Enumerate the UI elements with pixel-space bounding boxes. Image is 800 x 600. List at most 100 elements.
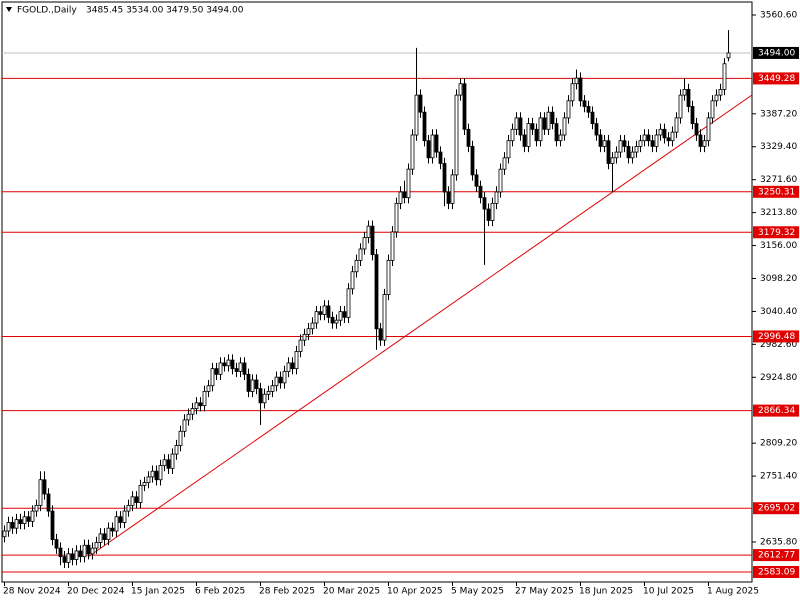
candle-body [506,140,511,159]
candle-body [662,128,667,139]
candle-body [150,470,155,478]
candle-body [430,134,435,159]
level-label: 2695.02 [758,504,795,514]
x-tick-label: 20 Dec 2024 [67,587,125,597]
candle-body [226,359,231,367]
candle-body [78,550,83,558]
level-label-box [753,72,799,85]
candle-body [426,140,431,159]
candle-body [522,134,527,147]
candle-body [266,391,271,395]
y-tick-label: 3213.80 [760,208,797,218]
candle-body [718,89,723,96]
candle-body [570,83,575,102]
candle-body [630,151,635,159]
candle-body [302,334,307,341]
candle-body [602,140,607,147]
candle-body [646,134,651,142]
candle-body [474,174,479,187]
candle-body [298,339,303,352]
y-tick-label: 3271.60 [760,175,797,185]
candle-body [154,470,159,481]
candle-body [326,305,331,318]
candle-body [578,77,583,102]
candle-body [262,393,267,404]
candle-body [558,134,563,142]
level-label-box [753,185,799,198]
y-tick-label: 2982.60 [760,340,797,350]
x-tick-label: 20 Mar 2025 [323,587,380,597]
candle-body [574,77,579,85]
candle-body [510,128,515,142]
candle-body [2,530,7,538]
candle-body [218,362,223,375]
candle-body [258,388,263,404]
candle-body [374,254,379,330]
candle-body [462,83,467,130]
candle-body [238,362,243,372]
candle-body [682,89,687,96]
trendline [87,94,753,558]
candle-body [114,516,119,532]
candle-body [86,544,91,555]
level-label: 3179.32 [758,228,795,238]
level-label-box [753,565,799,578]
candle-body [594,123,599,136]
x-tick-label: 15 Jan 2025 [131,587,185,597]
candle-body [366,225,371,238]
y-tick-label: 3040.40 [760,307,797,317]
candle-body [230,359,235,370]
candle-body [190,408,195,415]
candle-body [678,94,683,119]
header-values: 3485.45 3534.00 3479.50 3494.00 [86,6,244,16]
candle-body [342,311,347,318]
candle-body [282,371,287,384]
candle-body [66,553,71,563]
y-tick-label: 3387.20 [760,109,797,119]
level-label: 2612.77 [758,551,795,561]
candle-body [62,556,67,563]
candle-body [90,547,95,555]
y-tick-label: 2635.80 [760,537,797,547]
level-label: 2996.48 [758,332,795,342]
candle-body [334,319,339,324]
candle-body [50,510,55,540]
menu-icon [6,7,12,12]
y-tick-label: 2751.40 [760,472,797,482]
candle-body [130,496,135,506]
x-tick-label: 5 May 2025 [451,587,504,597]
candle-body [714,94,719,102]
candle-body [94,542,99,549]
y-tick-label: 3329.40 [760,142,797,152]
x-tick-label: 10 Jul 2025 [643,587,694,597]
candle-body [158,465,163,481]
y-tick-label: 3098.20 [760,274,797,284]
candle-body [174,445,179,455]
candle-body [278,376,283,384]
candle-body [310,322,315,330]
candle-body [306,328,311,335]
candle-body [206,385,211,392]
candle-body [234,368,239,372]
candle-body [554,123,559,142]
candle-body [706,117,711,142]
candle-body [330,316,335,324]
candle-body [122,510,127,523]
candle-body [698,134,703,147]
candle-body [582,100,587,107]
candle-body [658,128,663,136]
x-tick-label: 10 Apr 2025 [387,587,443,597]
candle-body [222,362,227,367]
candle-body [30,510,35,522]
candle-body [642,134,647,142]
candle-body [598,134,603,147]
candle-body [702,140,707,147]
candle-body [546,111,551,130]
candle-body [370,225,375,256]
candle-body [438,151,443,164]
candle-body [146,476,151,483]
candle-body [170,453,175,469]
candle-body [494,191,499,204]
candle-body [666,137,671,142]
